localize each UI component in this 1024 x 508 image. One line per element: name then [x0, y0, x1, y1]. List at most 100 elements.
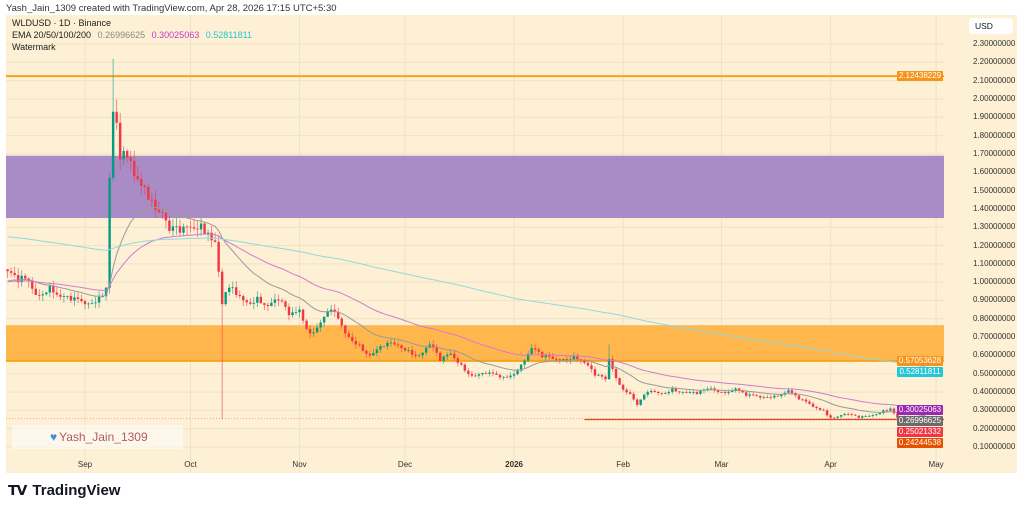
candle-body	[365, 350, 368, 354]
time-tick-label: Sep	[77, 460, 93, 469]
time-tick-label: Apr	[824, 460, 837, 469]
chart-panel[interactable]	[6, 15, 1017, 473]
candle-body	[562, 359, 565, 361]
time-tick-label: May	[928, 460, 944, 469]
candle-body	[551, 356, 554, 360]
watermark-legend[interactable]: Watermark	[12, 42, 56, 52]
price-tick-label: 0.60000000	[973, 350, 1016, 360]
candle-body	[115, 111, 118, 123]
candle-body	[727, 391, 730, 394]
candle-body	[498, 374, 502, 378]
candle-body	[329, 309, 333, 312]
candle-body	[312, 332, 315, 334]
price-tick-label: 0.70000000	[973, 332, 1016, 342]
price-tick-label: 1.70000000	[973, 148, 1016, 158]
candle-body	[565, 359, 569, 361]
candle-body	[646, 392, 649, 395]
candle-body	[108, 177, 111, 288]
candle-body	[164, 212, 168, 221]
candle-body	[266, 304, 270, 306]
candle-body	[140, 179, 143, 186]
candle-body	[20, 275, 23, 283]
candle-body	[558, 359, 561, 361]
currency-button[interactable]: USD	[969, 18, 1013, 34]
candle-body	[467, 370, 470, 374]
candle-body	[868, 415, 871, 417]
tradingview-logo[interactable]: 𝗧𝗩 TradingView	[8, 482, 120, 499]
candle-body	[618, 378, 621, 385]
ema50-value: 0.30025063	[151, 30, 200, 40]
candle-body	[417, 355, 421, 357]
candle-body	[118, 122, 122, 160]
candle-body	[298, 309, 301, 313]
candle-body	[889, 408, 892, 411]
ema20-value: 0.26996625	[97, 30, 146, 40]
candle-body	[277, 299, 280, 301]
candle-body	[815, 406, 818, 408]
candle-body	[294, 312, 298, 313]
candle-body	[604, 376, 607, 380]
candle-body	[245, 300, 248, 303]
candle-body	[752, 394, 755, 396]
candle-body	[709, 388, 713, 390]
candle-body	[76, 297, 80, 299]
candle-body	[326, 311, 329, 317]
candle-body	[242, 296, 245, 301]
candle-body	[161, 212, 164, 213]
candle-body	[660, 393, 663, 394]
price-tick-label: 2.10000000	[973, 75, 1016, 85]
watermark-box: ♥ Yash_Jain_1309	[12, 425, 183, 449]
candle-body	[481, 372, 484, 375]
tv-logo-icon: 𝗧𝗩	[8, 482, 27, 498]
brand-name: TradingView	[32, 482, 121, 499]
candle-body	[460, 362, 463, 365]
chart-legend: WLDUSD · 1D · Binance EMA 20/50/100/200 …	[12, 17, 256, 53]
price-badge: 0.25021332	[897, 427, 943, 438]
candle-body	[410, 349, 414, 355]
price-tick-label: 1.80000000	[973, 130, 1016, 140]
ema-legend[interactable]: EMA 20/50/100/200 0.26996625 0.30025063 …	[12, 29, 256, 41]
time-tick-label: 2026	[505, 460, 523, 469]
candle-body	[375, 349, 379, 353]
candle-body	[361, 344, 365, 351]
ema-line-200	[7, 236, 926, 368]
symbol-title[interactable]: WLDUSD · 1D · Binance	[12, 18, 112, 28]
candle-body	[759, 395, 762, 398]
candle-body	[674, 388, 678, 392]
candle-body	[495, 373, 498, 375]
candle-body	[776, 395, 780, 397]
candle-body	[744, 392, 748, 396]
candle-body	[66, 295, 69, 297]
candle-body	[836, 416, 839, 418]
candle-body	[403, 348, 407, 351]
candle-body	[780, 394, 783, 397]
price-tick-label: 0.90000000	[973, 295, 1016, 305]
price-badge: 0.30025063	[897, 405, 943, 416]
candle-body	[664, 393, 667, 394]
price-tick-label: 0.10000000	[973, 442, 1016, 452]
candle-body	[477, 374, 481, 376]
candle-body	[235, 287, 238, 295]
candle-body	[864, 416, 867, 417]
candle-body	[544, 355, 547, 358]
candle-body	[583, 360, 586, 363]
candle-body	[650, 390, 653, 393]
candle-body	[875, 414, 878, 416]
candle-body	[55, 292, 59, 295]
candle-body	[372, 352, 375, 356]
candle-body	[284, 301, 287, 307]
candle-body	[730, 390, 734, 392]
candle-body	[256, 296, 259, 303]
candle-body	[491, 372, 495, 374]
candle-body	[175, 226, 178, 228]
candle-body	[407, 349, 410, 351]
candle-body	[825, 410, 829, 416]
candle-body	[653, 390, 656, 392]
candle-body	[878, 413, 882, 415]
candle-body	[737, 388, 741, 391]
candle-body	[104, 287, 108, 297]
candle-body	[308, 328, 312, 334]
candle-body	[446, 354, 449, 357]
candle-body	[73, 297, 76, 301]
